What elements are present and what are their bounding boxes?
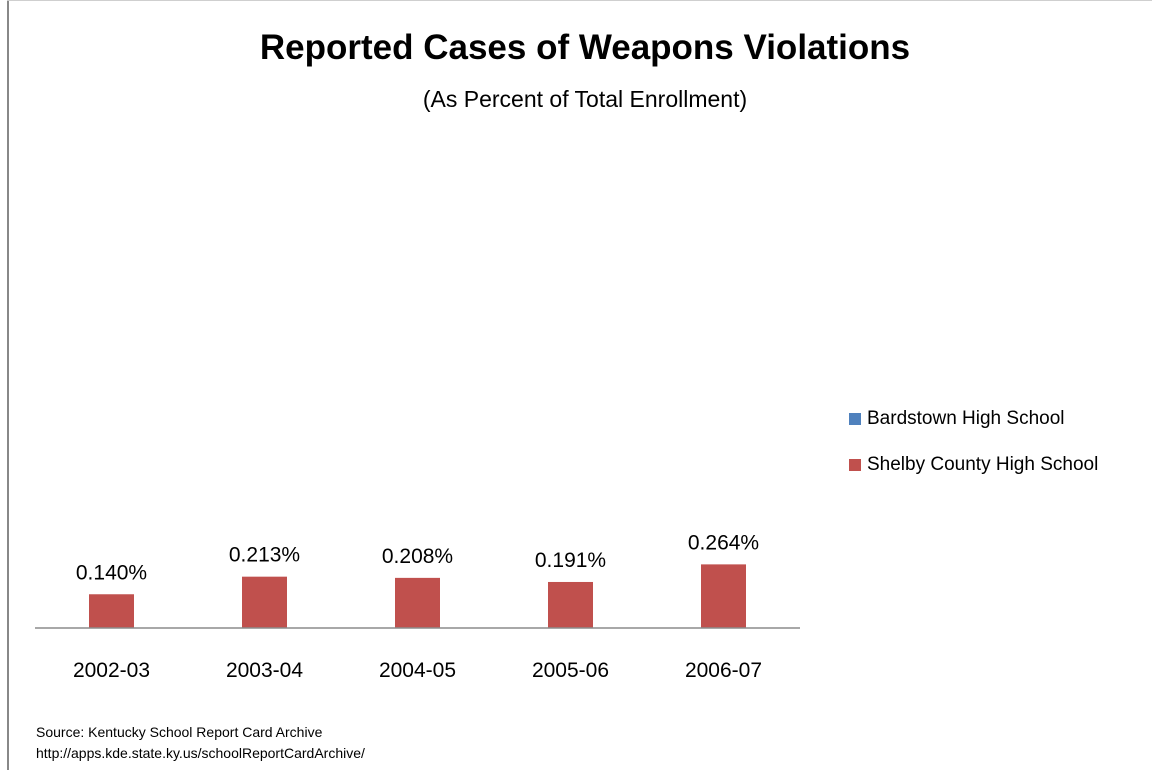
legend-item-bardstown: Bardstown High School xyxy=(849,408,1098,430)
chart-subtitle: (As Percent of Total Enrollment) xyxy=(422,86,748,112)
chart-title: Reported Cases of Weapons Violations xyxy=(259,28,911,67)
legend-label-bardstown: Bardstown High School xyxy=(867,408,1065,429)
data-label-shelby-2006-07: 0.264% xyxy=(688,531,759,554)
bar-shelby-2004-05 xyxy=(395,577,440,628)
bar-shelby-2002-03 xyxy=(89,594,134,628)
bar-shelby-2005-06 xyxy=(548,581,593,628)
data-label-shelby-2004-05: 0.208% xyxy=(382,545,453,568)
data-label-shelby-2002-03: 0.140% xyxy=(76,561,147,584)
top-border xyxy=(7,0,1152,1)
source-line-1: Source: Kentucky School Report Card Arch… xyxy=(36,724,323,740)
x-tick-label-2003-04: 2003-04 xyxy=(226,659,303,682)
legend-swatch-bardstown xyxy=(849,413,861,425)
x-tick-label-2006-07: 2006-07 xyxy=(685,659,762,682)
bar-shelby-2003-04 xyxy=(242,576,287,628)
left-border xyxy=(7,0,9,770)
x-tick-label-2004-05: 2004-05 xyxy=(379,659,456,682)
data-label-shelby-2003-04: 0.213% xyxy=(229,544,300,567)
legend-swatch-shelby xyxy=(849,459,861,471)
source-note: Source: Kentucky School Report Card Arch… xyxy=(36,722,365,764)
bar-shelby-2006-07 xyxy=(701,564,746,628)
x-tick-label-2005-06: 2005-06 xyxy=(532,659,609,682)
source-line-2: http://apps.kde.state.ky.us/schoolReport… xyxy=(36,745,365,761)
legend-item-shelby: Shelby County High School xyxy=(849,454,1098,476)
data-label-shelby-2005-06: 0.191% xyxy=(535,549,606,572)
legend-label-shelby: Shelby County High School xyxy=(867,454,1099,475)
x-tick-label-2002-03: 2002-03 xyxy=(73,659,150,682)
legend: Bardstown High School Shelby County High… xyxy=(849,408,1098,500)
